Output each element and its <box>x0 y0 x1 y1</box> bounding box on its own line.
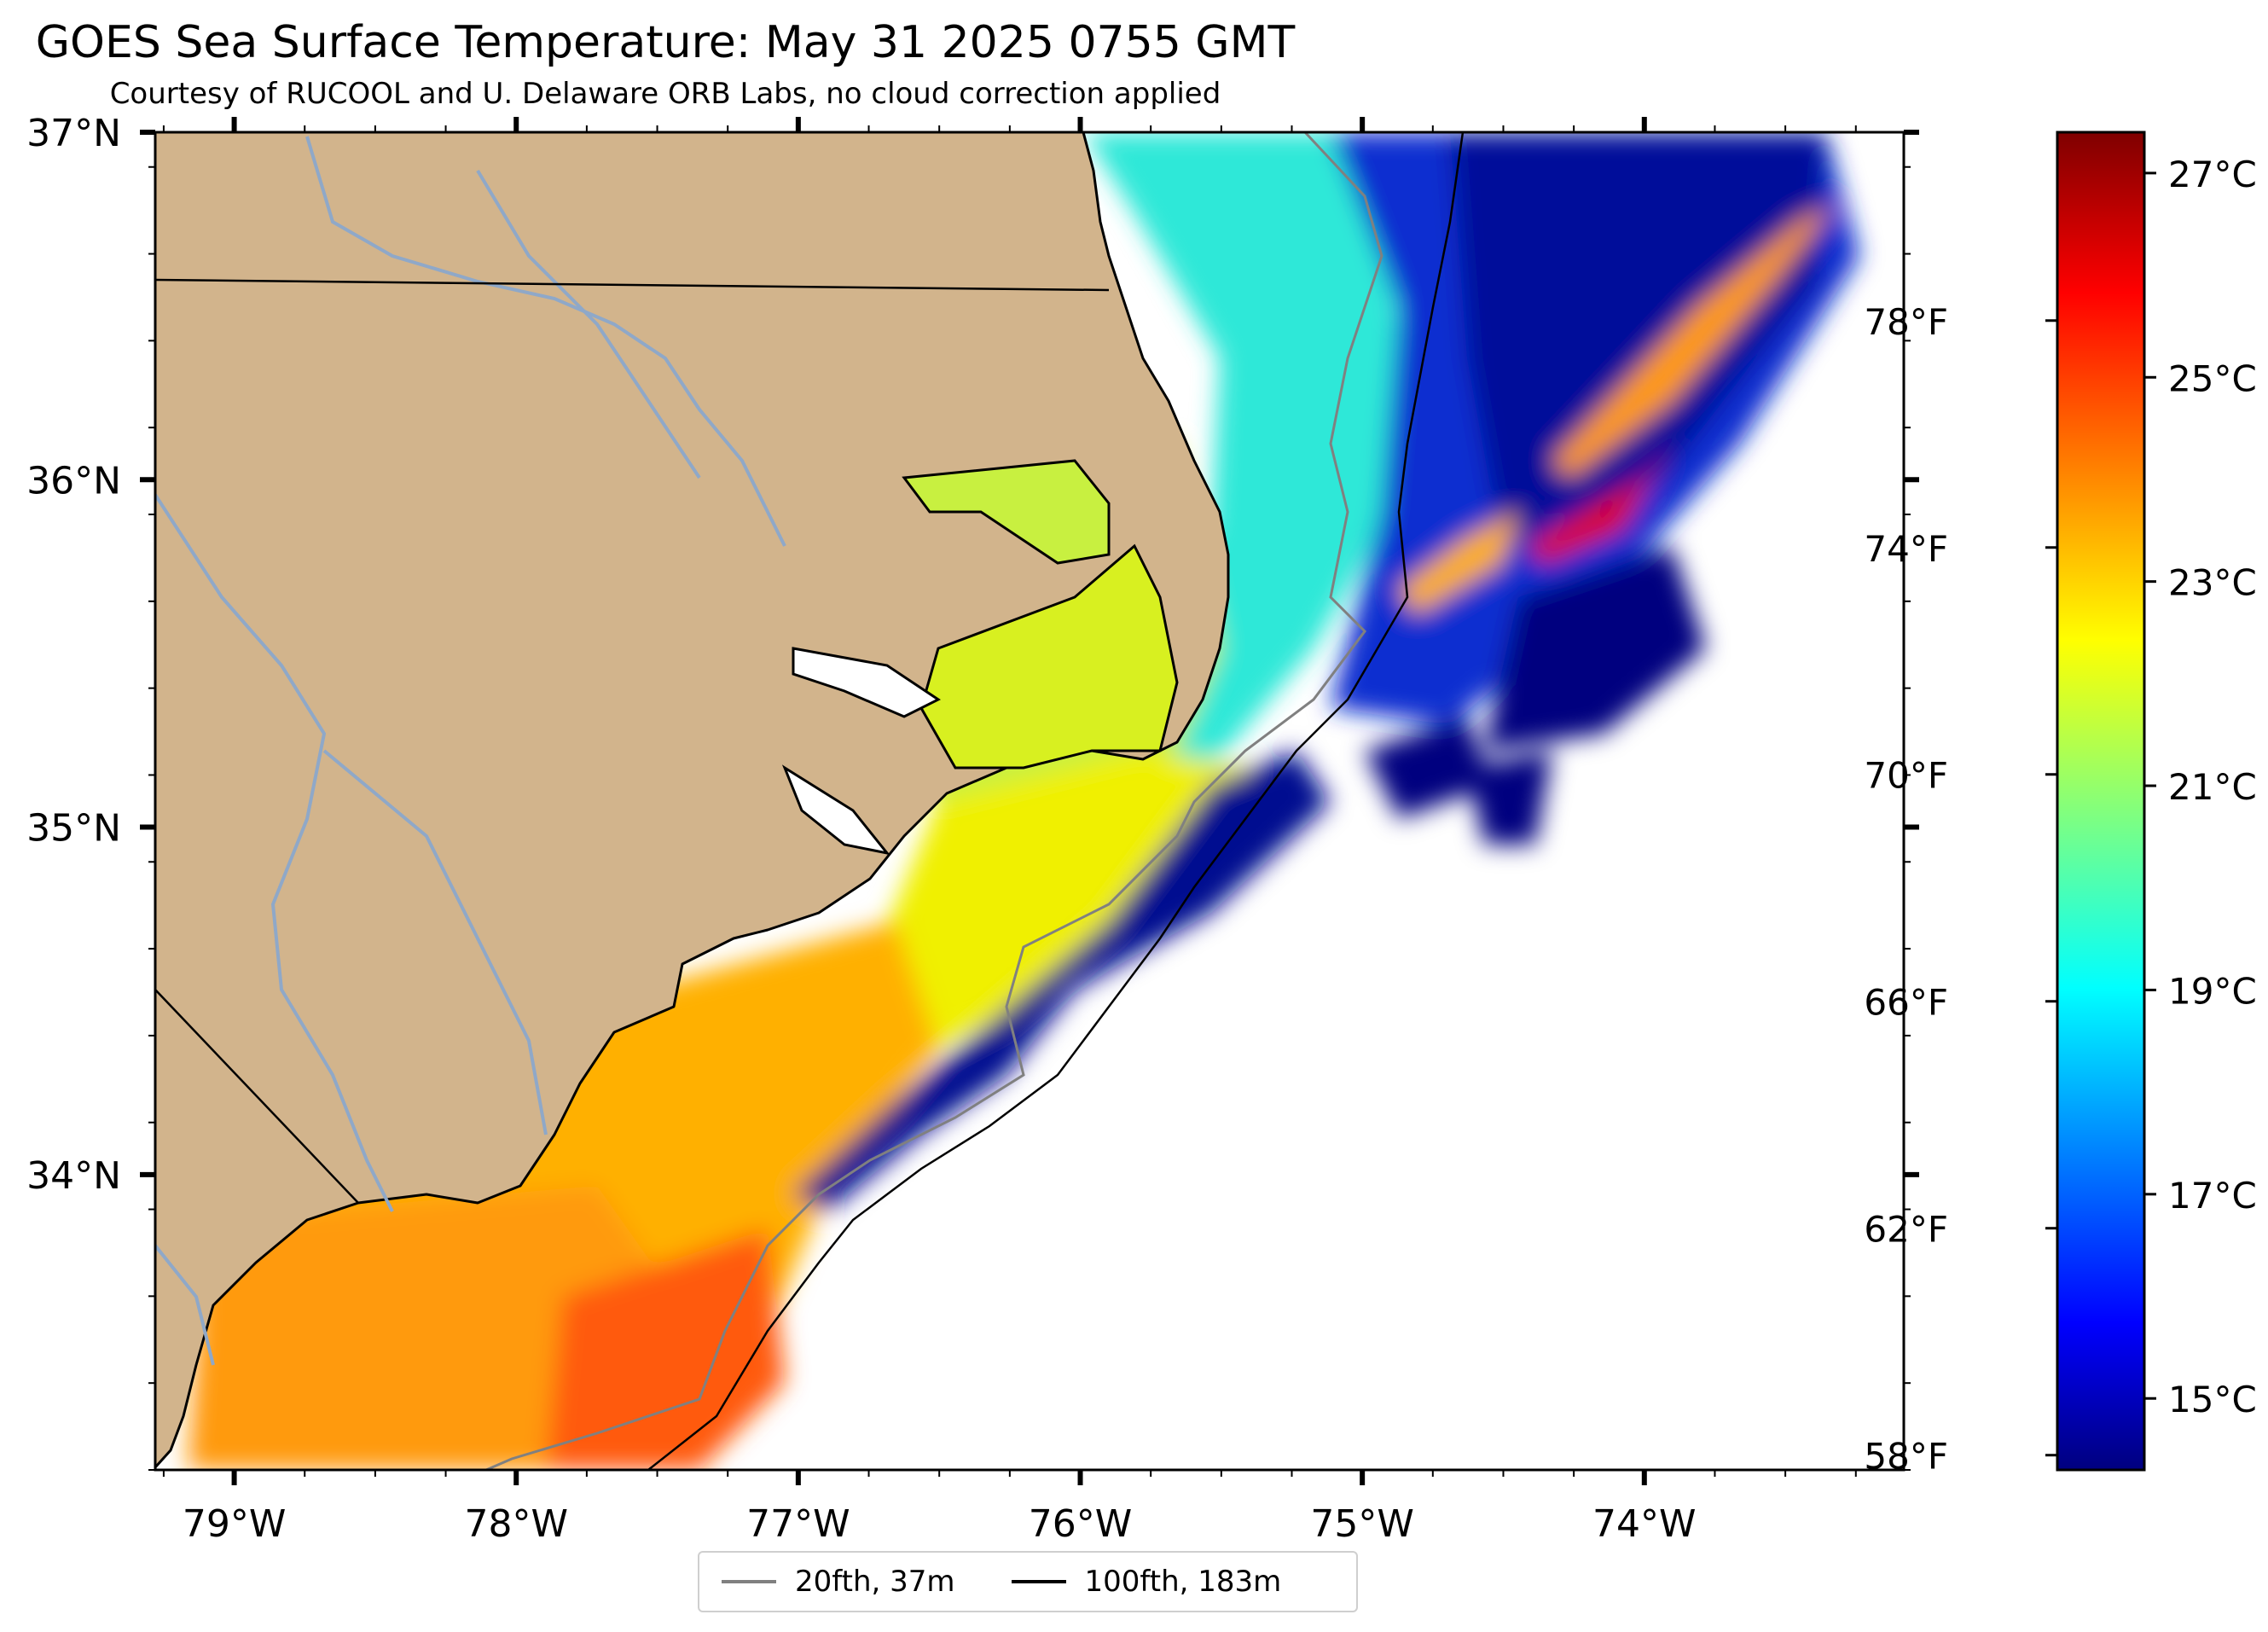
legend-swatch-100fth <box>1011 1580 1066 1583</box>
map-title: GOES Sea Surface Temperature: May 31 202… <box>35 17 1296 68</box>
cb-c-label-0: 27°C <box>2168 154 2257 195</box>
isobath-legend: 20fth, 37m 100fth, 183m <box>698 1551 1358 1612</box>
cb-c-label-4: 19°C <box>2168 970 2257 1012</box>
land-mass <box>155 132 1230 1469</box>
legend-swatch-20fth <box>722 1580 776 1583</box>
cb-c-label-3: 21°C <box>2168 766 2257 808</box>
colorbar <box>2056 131 2146 1472</box>
lat-label-2: 35°N <box>26 807 121 851</box>
legend-item-20fth: 20fth, 37m <box>722 1565 955 1599</box>
legend-item-100fth: 100fth, 183m <box>1011 1565 1282 1599</box>
cb-c-label-2: 23°C <box>2168 562 2257 604</box>
lon-label-2: 77°W <box>746 1502 850 1546</box>
cb-c-label-5: 17°C <box>2168 1175 2257 1217</box>
state-borders <box>155 278 1110 1204</box>
legend-label-100fth: 100fth, 183m <box>1084 1565 1282 1599</box>
cb-f-label-4: 62°F <box>1864 1209 1948 1251</box>
cb-f-label-2: 70°F <box>1864 755 1948 797</box>
cb-f-label-0: 78°F <box>1864 301 1948 343</box>
legend-label-20fth: 20fth, 37m <box>795 1565 955 1599</box>
lat-label-0: 37°N <box>26 112 121 155</box>
colorbar-fahrenheit-axis: 78°F 74°F 70°F 66°F 62°F 58°F <box>1864 301 2057 1478</box>
lon-label-3: 76°W <box>1029 1502 1133 1546</box>
map-plot-area <box>155 132 1904 1470</box>
cb-f-label-1: 74°F <box>1864 528 1948 570</box>
cb-f-label-5: 58°F <box>1864 1436 1948 1478</box>
inlet-cutout <box>792 647 941 718</box>
isobath-100fth <box>647 132 1465 1470</box>
lon-label-0: 79°W <box>183 1502 287 1546</box>
lon-label-5: 74°W <box>1592 1502 1697 1546</box>
albemarle-sound <box>902 459 1111 565</box>
lat-label-1: 36°N <box>26 459 121 502</box>
cb-c-label-1: 25°C <box>2168 357 2257 399</box>
lat-label-3: 34°N <box>26 1154 121 1198</box>
rivers <box>155 136 786 1366</box>
neuse-river-cutout <box>781 764 890 856</box>
isobath-20fth <box>485 132 1383 1470</box>
latitude-axis: 37°N 36°N 35°N 34°N <box>26 112 1919 1471</box>
pamlico-sound <box>919 543 1179 770</box>
lon-label-4: 75°W <box>1310 1502 1414 1546</box>
longitude-axis: 79°W 78°W 77°W 76°W 75°W 74°W <box>162 117 1857 1546</box>
cb-c-label-6: 15°C <box>2168 1379 2257 1420</box>
map-subtitle: Courtesy of RUCOOL and U. Delaware ORB L… <box>109 77 1221 111</box>
map-frame <box>154 131 1905 1472</box>
colorbar-celsius-axis: 27°C 25°C 23°C 21°C 19°C 17°C 15°C <box>2144 154 2257 1420</box>
cb-f-label-3: 66°F <box>1864 982 1948 1024</box>
lon-label-1: 78°W <box>464 1502 568 1546</box>
